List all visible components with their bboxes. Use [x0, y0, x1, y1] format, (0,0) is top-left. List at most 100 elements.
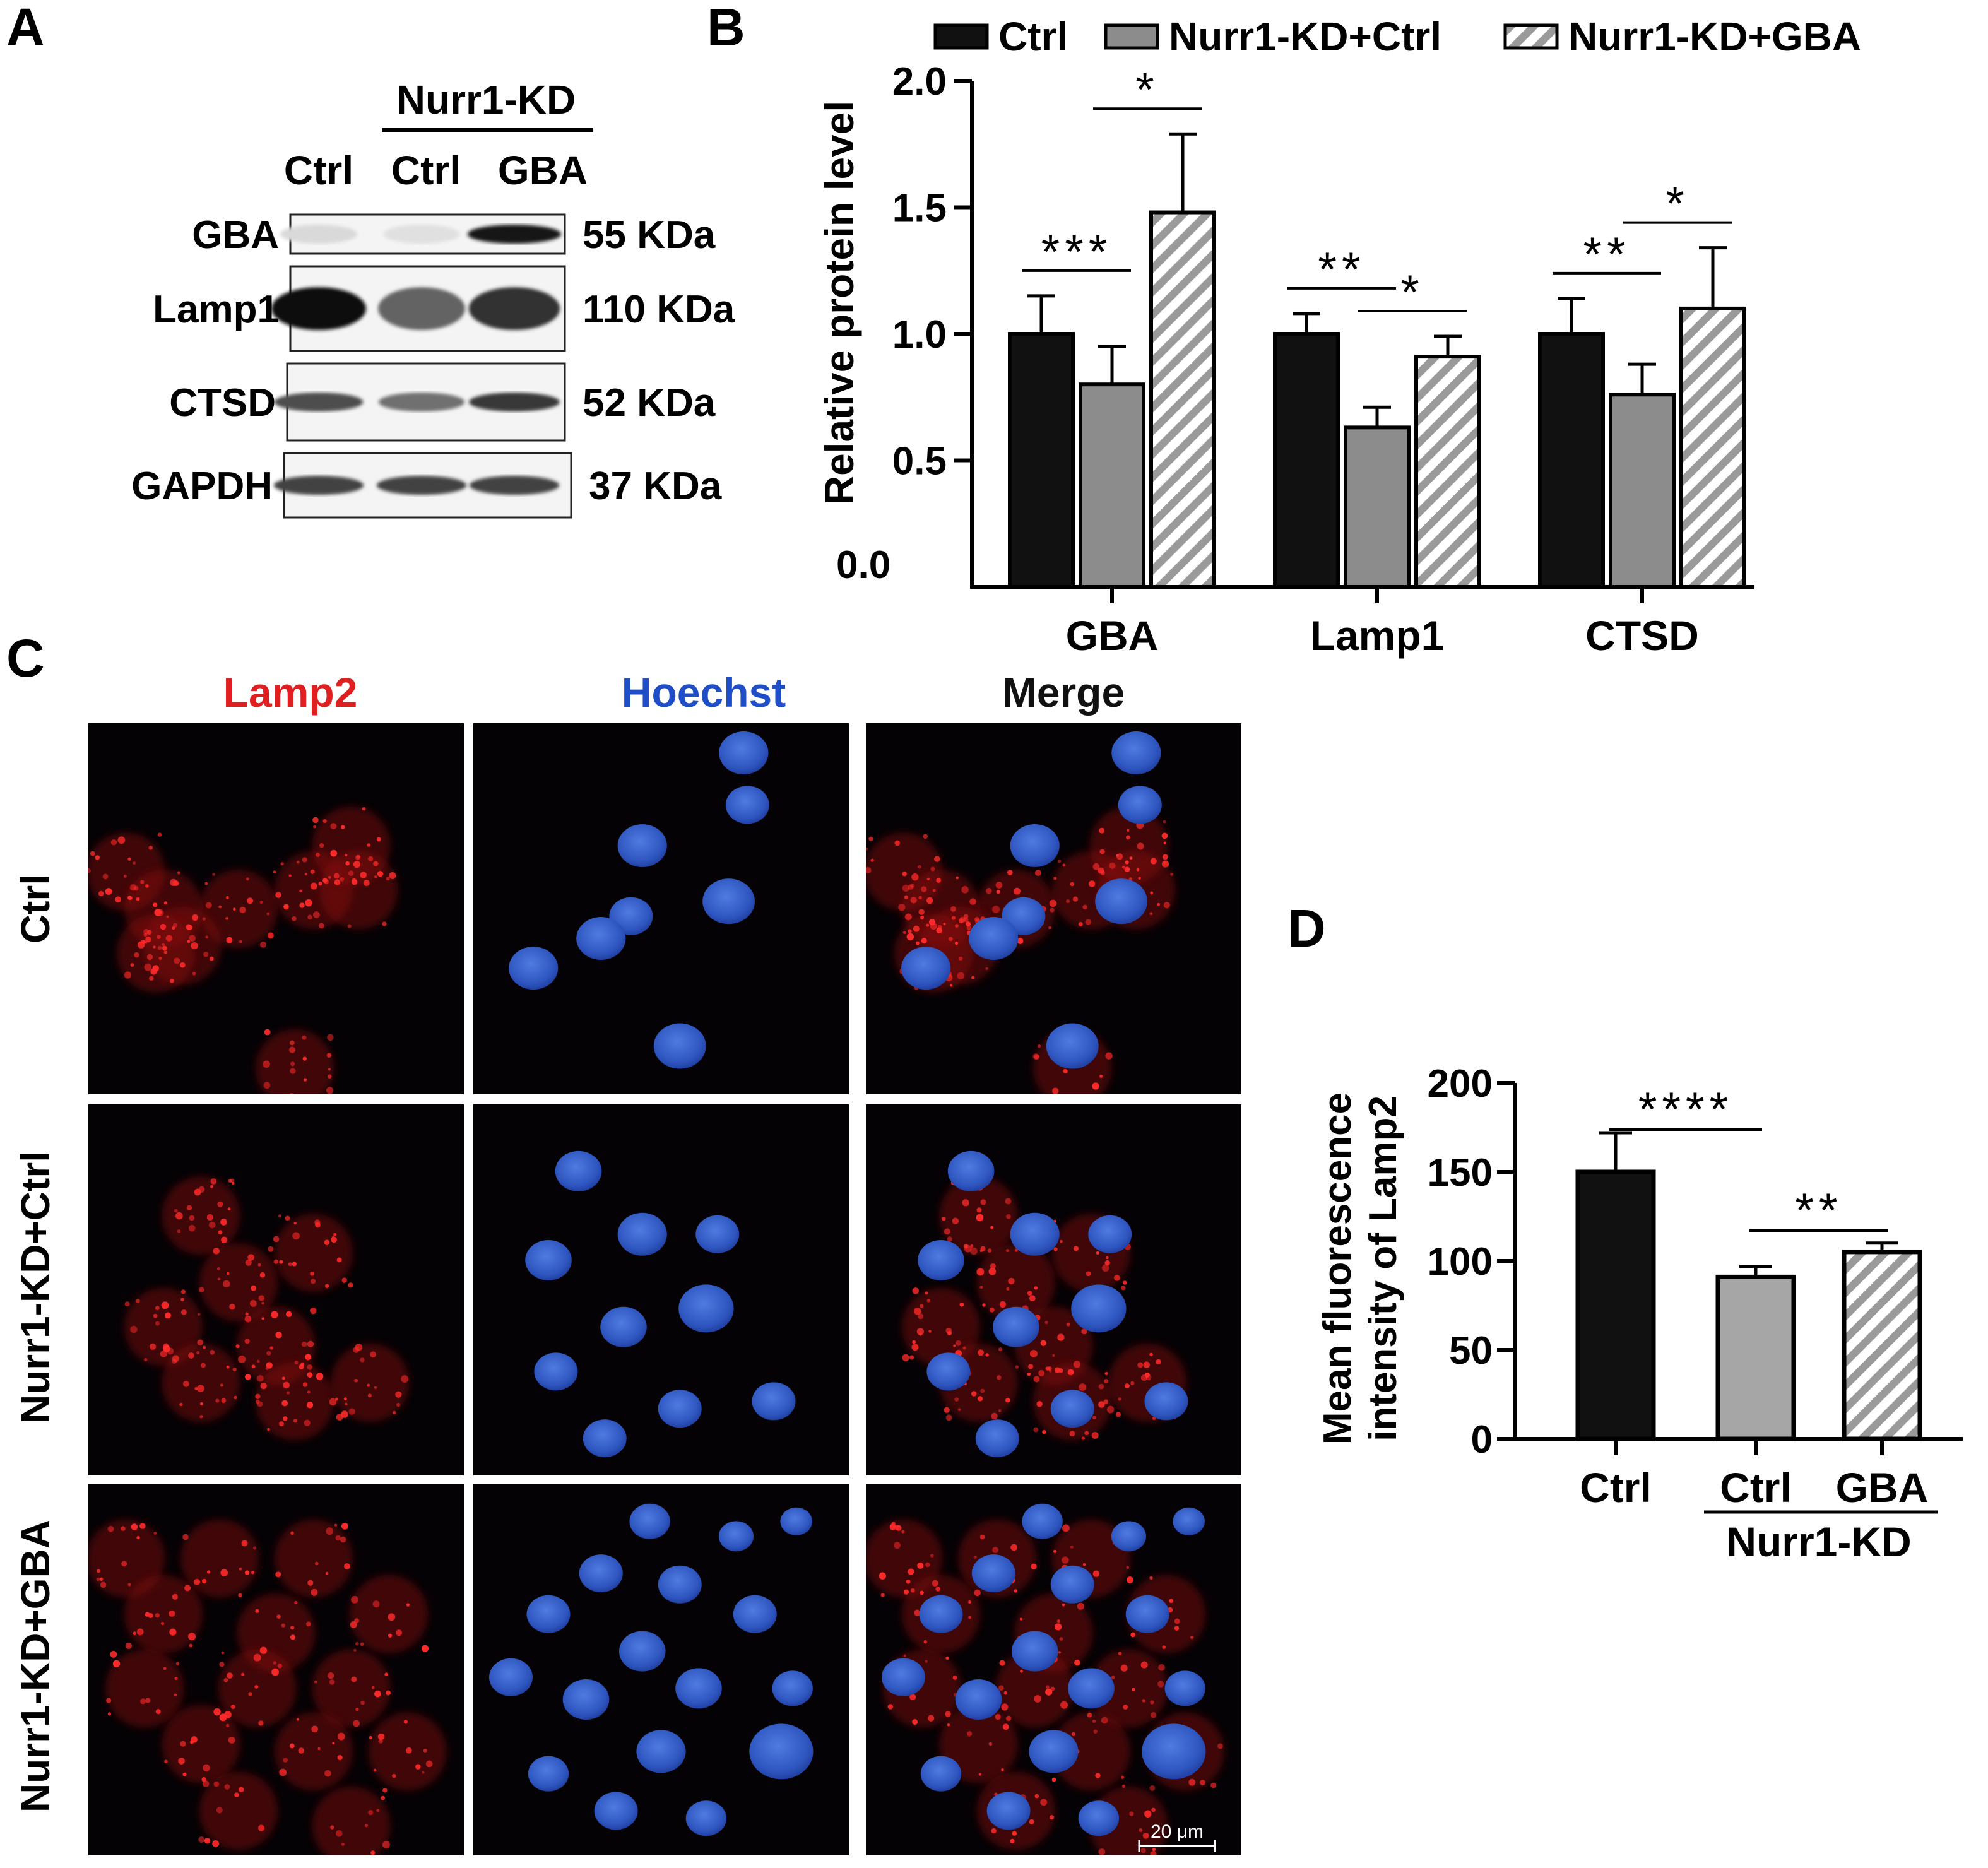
lamp2-puncta — [203, 952, 209, 957]
lamp2-puncta — [220, 1569, 228, 1576]
lamp2-puncta — [273, 1259, 278, 1264]
blot-gapdh: GAPDH 37 KDa — [131, 452, 722, 519]
lamp2-puncta — [1040, 1340, 1046, 1346]
hoechst-nucleus — [1173, 1507, 1205, 1535]
lamp2-puncta — [189, 1215, 195, 1221]
lamp2-puncta — [307, 914, 312, 920]
lamp2-puncta — [290, 1634, 296, 1640]
lamp2-puncta — [945, 1414, 952, 1421]
lamp2-puncta — [1028, 1364, 1034, 1369]
lamp2-puncta — [261, 1317, 264, 1320]
lamp2-puncta — [925, 1660, 928, 1663]
group-label: Nurr1-KD — [1726, 1518, 1911, 1565]
lamp2-puncta — [201, 1578, 207, 1584]
lamp2-puncta — [216, 1807, 223, 1814]
lamp2-puncta — [198, 1313, 201, 1316]
lamp2-puncta — [348, 870, 354, 877]
micrograph-content — [866, 731, 1176, 1094]
lamp2-puncta — [153, 902, 158, 907]
lamp2-puncta — [264, 1029, 271, 1036]
lamp2-puncta — [956, 876, 959, 880]
lamp2-puncta — [943, 923, 946, 926]
lamp2-puncta — [337, 1732, 345, 1741]
hoechst-nucleus — [562, 1679, 610, 1720]
hoechst-nucleus — [718, 1521, 754, 1552]
lamp2-puncta — [247, 1254, 254, 1261]
y-tick-label: 1.5 — [892, 187, 947, 230]
lamp2-puncta — [1081, 1328, 1087, 1335]
panel-label-c: C — [6, 629, 45, 688]
lamp2-puncta — [157, 935, 161, 939]
lamp2-puncta — [1019, 1669, 1023, 1673]
lamp2-cell-stain — [124, 1575, 203, 1653]
lamp2-puncta — [160, 1621, 165, 1626]
lamp2-puncta — [110, 839, 117, 846]
lamp2-puncta — [305, 1354, 312, 1361]
lamp2-puncta — [1116, 854, 1119, 857]
lamp2-puncta — [980, 1199, 986, 1205]
lamp2-puncta — [259, 1272, 266, 1278]
lamp2-puncta — [241, 1540, 248, 1547]
lamp2-puncta — [286, 1391, 290, 1395]
lamp2-puncta — [238, 1355, 246, 1363]
lamp2-puncta — [1015, 1365, 1019, 1369]
lamp2-puncta — [1150, 858, 1157, 865]
legend-label: Nurr1-KD+Ctrl — [1169, 14, 1441, 59]
bar — [1149, 210, 1216, 589]
lamp2-puncta — [1027, 1291, 1032, 1296]
lamp2-puncta — [1093, 1729, 1098, 1734]
western-blots: GBA 55 KDa Lamp1 110 KDa CTSD 52 KDa GAPDH 37 K… — [131, 213, 735, 519]
lamp2-puncta — [1188, 1778, 1196, 1786]
lamp2-puncta — [930, 1554, 934, 1558]
hoechst-nucleus — [1010, 824, 1060, 868]
lamp2-puncta — [180, 962, 186, 968]
lamp2-puncta — [205, 935, 209, 939]
lamp2-puncta — [259, 901, 263, 904]
y-tick-label: 200 — [1428, 1062, 1493, 1106]
legend-label: Nurr1-KD+GBA — [1568, 14, 1861, 59]
lamp2-puncta — [248, 1692, 252, 1696]
hoechst-nucleus — [1010, 1212, 1060, 1256]
lamp2-puncta — [213, 1247, 220, 1255]
lamp2-puncta — [234, 1792, 239, 1798]
lamp2-puncta — [995, 882, 1003, 889]
lamp2-puncta — [1130, 1632, 1136, 1638]
lamp2-puncta — [351, 1595, 358, 1604]
lamp2-puncta — [1007, 870, 1013, 875]
lamp2-puncta — [276, 1614, 281, 1619]
lamp2-puncta — [324, 1239, 330, 1246]
micrograph-content — [525, 1150, 796, 1458]
hoechst-nucleus — [975, 1419, 1019, 1458]
scale-bar: 20 μm — [1138, 1821, 1216, 1852]
lamp2-puncta — [1101, 1717, 1108, 1724]
hoechst-nucleus — [702, 878, 755, 925]
lamp2-puncta — [910, 884, 914, 888]
panel-label-d: D — [1287, 899, 1326, 958]
lamp2-puncta — [914, 1609, 921, 1616]
lamp2-puncta — [894, 1542, 901, 1549]
lamp2-puncta — [204, 882, 208, 885]
lamp2-puncta — [921, 886, 927, 892]
hoechst-nucleus — [1144, 1382, 1188, 1421]
lamp2-puncta — [304, 873, 307, 876]
lamp2-puncta — [210, 1185, 213, 1188]
lamp2-puncta — [1034, 869, 1041, 877]
bar — [1008, 332, 1075, 589]
lamp2-puncta — [388, 1613, 396, 1621]
lamp2-puncta — [123, 874, 127, 878]
lamp2-puncta — [275, 1571, 281, 1578]
lamp2-puncta — [1038, 1369, 1045, 1377]
lamp2-puncta — [317, 1747, 321, 1751]
panel-label-a: A — [6, 0, 45, 57]
lamp2-puncta — [1014, 1589, 1017, 1593]
lamp2-puncta — [894, 840, 901, 846]
lamp2-puncta — [201, 1363, 206, 1368]
lamp2-puncta — [1152, 1416, 1156, 1421]
lamp2-cell-stain — [275, 1519, 353, 1598]
lamp2-puncta — [1120, 1775, 1125, 1779]
lamp2-puncta — [1050, 1815, 1055, 1820]
lamp2-puncta — [160, 923, 167, 930]
lamp2-puncta — [1073, 1246, 1079, 1251]
lamp2-puncta — [221, 1651, 225, 1655]
